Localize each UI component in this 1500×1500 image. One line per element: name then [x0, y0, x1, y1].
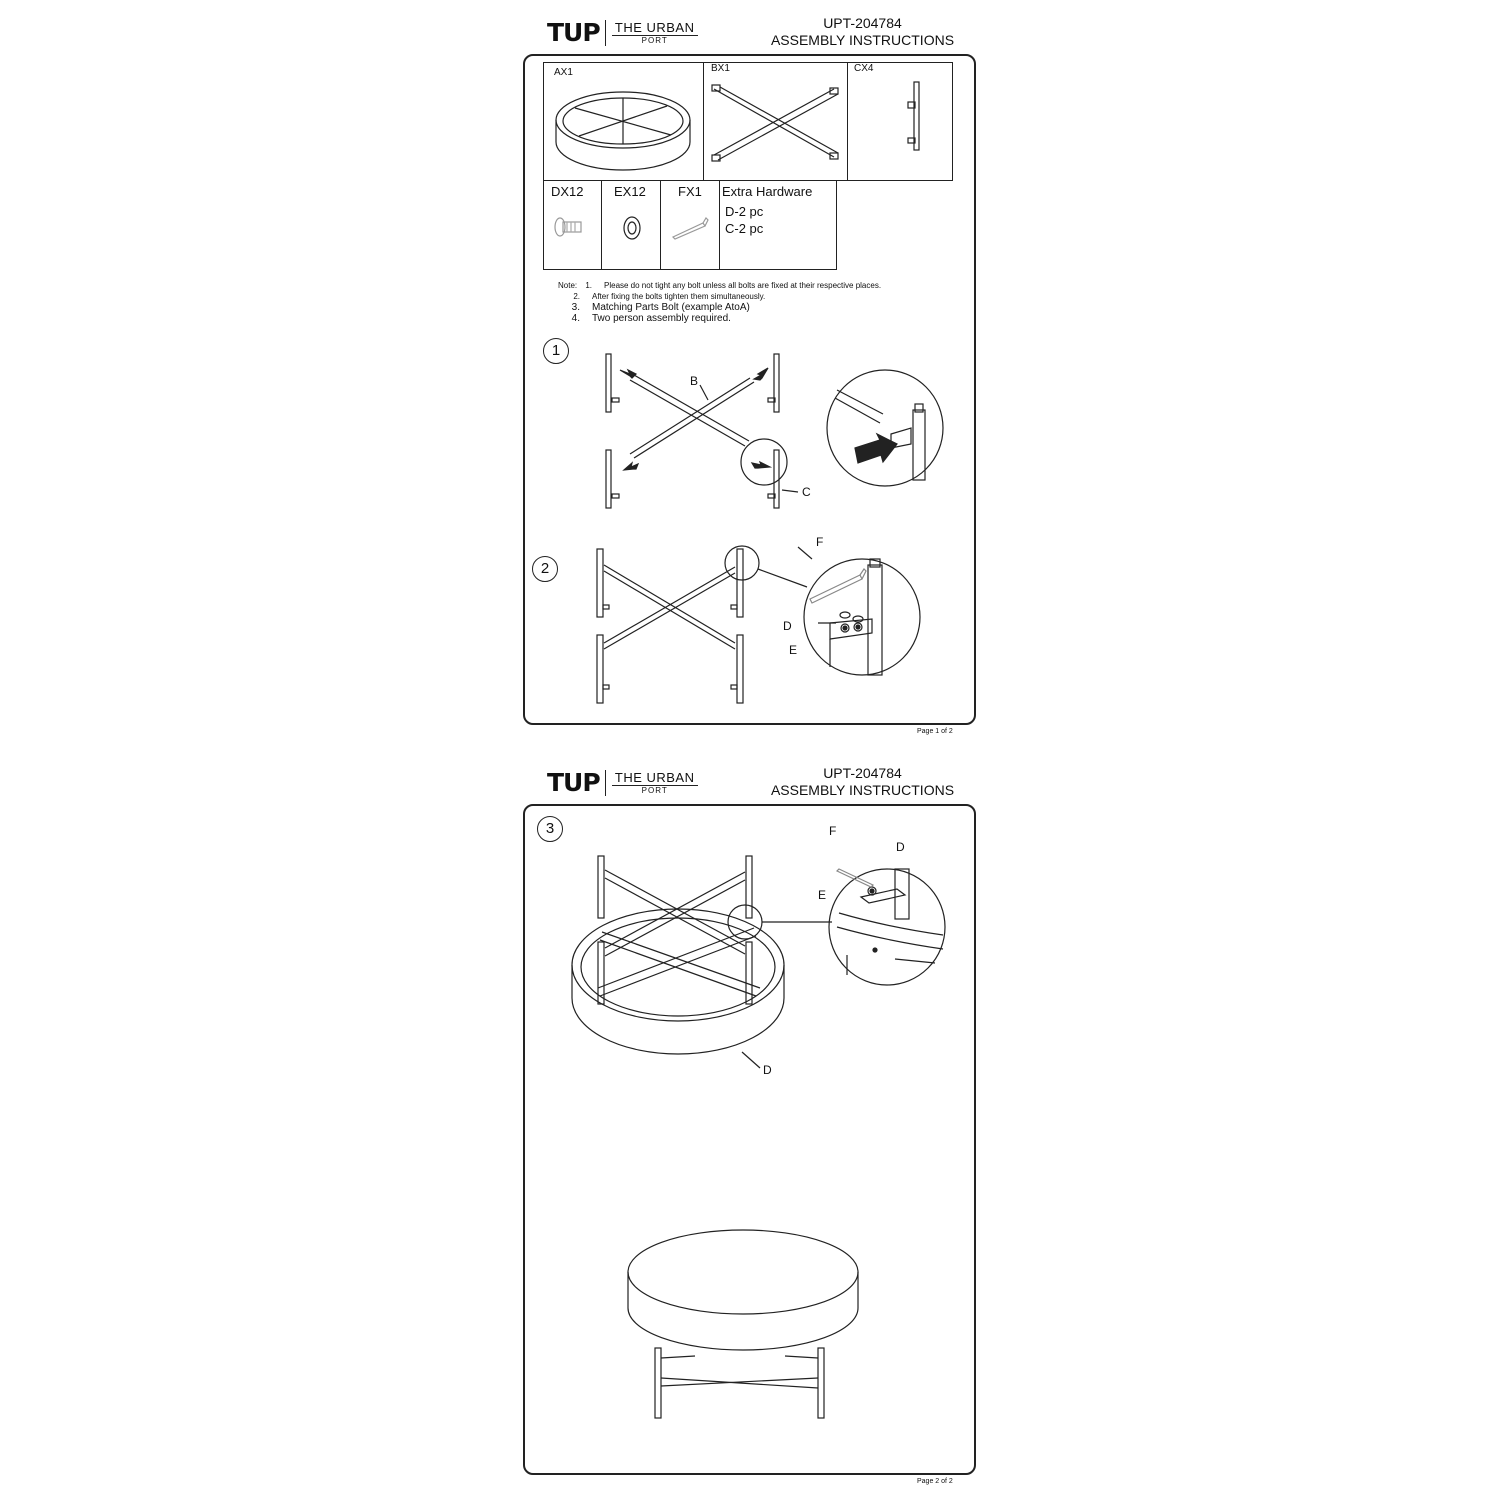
note-item: 4. Two person assembly required.	[558, 313, 881, 324]
note-text: After fixing the bolts tighten them simu…	[592, 292, 766, 301]
brand-words: THE URBAN PORT	[611, 769, 698, 795]
page1-sheet	[523, 54, 976, 725]
step-2-number: 2	[532, 556, 558, 582]
model-number: UPT-204784	[823, 765, 902, 781]
brand-logo: TUP THE URBAN PORT	[547, 18, 698, 47]
tabletop-drawing	[555, 91, 691, 171]
page1-header: UPT-204784 ASSEMBLY INSTRUCTIONS	[760, 15, 965, 49]
notes: Note: 1. Please do not tight any bolt un…	[558, 280, 881, 324]
page2-header: UPT-204784 ASSEMBLY INSTRUCTIONS	[760, 765, 965, 799]
page-number-2: Page 2 of 2	[917, 1478, 953, 1485]
assembly-arrow-icon	[854, 432, 898, 464]
step-3-number: 3	[537, 816, 563, 842]
part-label: AX1	[554, 67, 573, 78]
brand-line2: PORT	[611, 34, 698, 45]
extra-hardware-title: Extra Hardware	[722, 184, 813, 199]
brand-line1: THE URBAN	[614, 769, 695, 785]
part-label: CX4	[854, 63, 874, 74]
step-1-detail	[826, 369, 944, 487]
step-2-drawing	[596, 545, 808, 704]
cross-base-drawing	[711, 84, 839, 162]
leg-drawing	[907, 81, 920, 151]
allen-key-icon	[671, 217, 709, 240]
part-label: DX12	[551, 184, 584, 199]
brand-divider	[604, 19, 606, 46]
step-3-detail	[828, 868, 946, 986]
brand-line2: PORT	[611, 784, 698, 795]
note-text: Matching Parts Bolt (example AtoA)	[592, 302, 750, 313]
note-num: 1.	[585, 281, 592, 290]
callout-f: F	[816, 535, 824, 549]
callout-e-3: E	[818, 888, 827, 902]
brand-mark: TUP	[547, 18, 601, 47]
page-number-1: Page 1 of 2	[917, 728, 953, 735]
part-cx4: CX4	[847, 62, 953, 181]
callout-f-3: F	[829, 824, 837, 838]
callout-d: D	[783, 619, 792, 633]
note-item: 3. Matching Parts Bolt (example AtoA)	[558, 302, 881, 313]
brand-words: THE URBAN PORT	[611, 19, 698, 45]
header-title: ASSEMBLY INSTRUCTIONS	[770, 782, 955, 798]
callout-d-3: D	[896, 840, 905, 854]
note-text: Please do not tight any bolt unless all …	[604, 281, 882, 290]
header-title: ASSEMBLY INSTRUCTIONS	[770, 32, 955, 48]
note-num: 3.	[571, 302, 580, 313]
callout-e: E	[789, 643, 798, 657]
finished-table-drawing	[627, 1229, 859, 1419]
note-text: Two person assembly required.	[592, 313, 731, 324]
model-number: UPT-204784	[823, 15, 902, 31]
bolt-icon	[554, 217, 582, 237]
extra-hardware-line2: C-2 pc	[725, 221, 764, 236]
brand-line1: THE URBAN	[614, 19, 695, 35]
part-label: FX1	[678, 184, 702, 199]
part-label: EX12	[614, 184, 646, 199]
callout-d-tabletop: D	[763, 1063, 772, 1077]
part-label: BX1	[711, 63, 730, 74]
callout-c: C	[802, 485, 811, 499]
step-3-drawing	[571, 855, 832, 1069]
step-2-detail	[797, 546, 921, 676]
step-1-number: 1	[543, 338, 569, 364]
brand-mark: TUP	[547, 768, 601, 797]
callout-b: B	[690, 374, 699, 388]
brand-divider	[604, 769, 606, 796]
brand-logo-2: TUP THE URBAN PORT	[547, 768, 698, 797]
note-num: 4.	[571, 313, 580, 324]
page2-sheet	[523, 804, 976, 1475]
note-num: 2.	[573, 292, 580, 301]
washer-icon	[623, 216, 641, 240]
step-1-drawing	[605, 353, 799, 509]
extra-hardware-line1: D-2 pc	[725, 204, 764, 219]
note-item: 2. After fixing the bolts tighten them s…	[558, 291, 881, 302]
note-label: Note:	[558, 281, 578, 290]
extra-hardware: Extra Hardware D-2 pc C-2 pc	[719, 180, 837, 270]
note-item: Note: 1. Please do not tight any bolt un…	[558, 280, 881, 291]
